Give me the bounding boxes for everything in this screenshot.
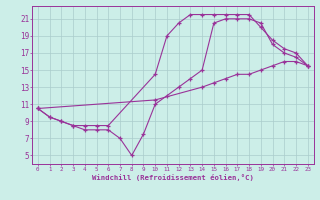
- X-axis label: Windchill (Refroidissement éolien,°C): Windchill (Refroidissement éolien,°C): [92, 174, 254, 181]
